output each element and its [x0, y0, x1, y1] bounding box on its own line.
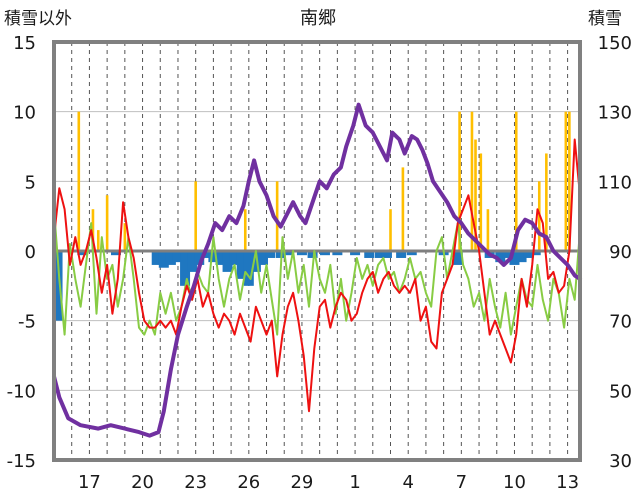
bar-positive — [564, 111, 568, 252]
bar-negative — [296, 251, 307, 256]
bar-negative — [452, 251, 463, 265]
bar-negative — [350, 251, 361, 256]
series-lines — [52, 102, 582, 438]
bar-negative — [187, 251, 198, 272]
bar-positive — [401, 167, 405, 251]
y-left-tick-label: -10 — [7, 381, 36, 402]
bar-negative — [332, 251, 343, 256]
bar-negative — [158, 251, 169, 268]
bar-negative — [523, 251, 534, 258]
bar-negative — [396, 251, 407, 258]
bar-positive — [458, 111, 461, 252]
y-left-tick-label: 0 — [25, 242, 36, 263]
bar-positive — [479, 153, 483, 251]
bar-negative — [165, 251, 176, 265]
bar-negative — [495, 251, 506, 263]
bar-negative — [265, 251, 276, 258]
bar-positive — [96, 230, 100, 251]
bar-negative — [151, 251, 162, 265]
y-right-tick-label: 110 — [598, 172, 632, 193]
bar-positive — [514, 111, 518, 252]
bar-negative — [250, 251, 261, 272]
x-tick-label: 13 — [556, 472, 579, 493]
bars — [52, 111, 571, 321]
bar-negative — [516, 251, 527, 263]
bar-negative — [229, 251, 240, 265]
bar-negative — [257, 251, 268, 265]
series-red-line — [53, 138, 581, 413]
bar-positive — [194, 181, 197, 251]
bar-positive — [474, 139, 477, 251]
bar-positive — [275, 181, 279, 251]
bar-negative — [381, 251, 392, 258]
series-snow-depth-line — [52, 102, 582, 438]
bar-positive — [243, 209, 247, 251]
bar-positive — [91, 209, 95, 251]
bar-positive — [105, 195, 109, 251]
y-right-tick-label: 30 — [609, 451, 632, 472]
y-left-tick-label: 10 — [13, 103, 36, 124]
x-tick-label: 4 — [402, 472, 413, 493]
y-axis-left-label: 積雪以外 — [4, 9, 72, 29]
bar-negative — [374, 251, 385, 258]
bar-negative — [282, 251, 293, 256]
x-tick-label: 29 — [290, 472, 313, 493]
x-tick-label: 17 — [78, 472, 101, 493]
y-right-tick-label: 90 — [609, 242, 632, 263]
x-tick-label: 7 — [456, 472, 467, 493]
bar-negative — [77, 251, 88, 256]
bar-positive — [389, 209, 392, 251]
bar-negative — [222, 251, 233, 272]
y-left-tick-label: 5 — [25, 172, 36, 193]
bar-negative — [509, 251, 520, 265]
bar-negative — [319, 251, 330, 256]
x-tick-label: 1 — [349, 472, 360, 493]
x-tick-label: 23 — [184, 472, 207, 493]
bar-negative — [215, 251, 226, 265]
bar-negative — [52, 251, 63, 321]
y-left-tick-label: -5 — [18, 312, 36, 333]
y-right-tick-label: 70 — [609, 312, 632, 333]
bar-negative — [243, 251, 254, 286]
bar-positive — [568, 111, 571, 252]
y-right-tick-label: 150 — [598, 33, 632, 54]
x-tick-label: 10 — [503, 472, 526, 493]
bar-negative — [172, 251, 183, 263]
bar-negative — [406, 251, 417, 256]
bar-negative — [180, 251, 191, 286]
bar-negative — [201, 251, 212, 258]
y-right-tick-label: 130 — [598, 103, 632, 124]
x-tick-label: 26 — [237, 472, 260, 493]
bar-positive — [545, 153, 548, 251]
bar-positive — [77, 111, 81, 252]
bar-negative — [364, 251, 375, 258]
y-left-tick-label: 15 — [13, 33, 36, 54]
y-axis-right-label: 積雪 — [588, 9, 622, 29]
y-left-tick-label: -15 — [7, 451, 36, 472]
x-tick-label: 20 — [131, 472, 154, 493]
y-right-tick-label: 50 — [609, 381, 632, 402]
bar-negative — [110, 251, 121, 256]
bar-positive — [486, 209, 490, 251]
bar-positive — [470, 111, 474, 252]
bar-negative — [502, 251, 513, 258]
bar-negative — [208, 251, 219, 263]
series-green-line — [53, 208, 581, 336]
bar-negative — [236, 251, 247, 279]
chart-title: 南郷 — [300, 8, 336, 29]
plot-frame — [52, 40, 582, 462]
bar-positive — [123, 223, 127, 251]
bar-negative — [530, 251, 541, 256]
bar-negative — [194, 251, 205, 265]
bar-negative — [307, 251, 318, 258]
